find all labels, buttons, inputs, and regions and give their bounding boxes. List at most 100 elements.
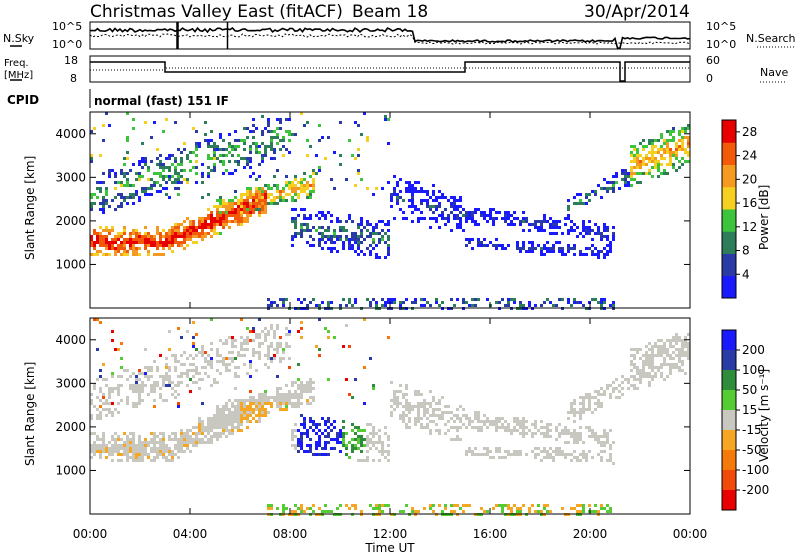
heatmap-cell	[123, 172, 126, 175]
heatmap-cell	[549, 232, 552, 235]
heatmap-cell	[147, 366, 150, 369]
heatmap-cell	[144, 366, 147, 369]
heatmap-cell	[342, 441, 345, 444]
heatmap-cell	[117, 250, 120, 253]
heatmap-cell	[453, 217, 456, 220]
heatmap-cell	[468, 217, 471, 220]
heatmap-cell	[231, 411, 234, 414]
heatmap-cell	[576, 438, 579, 441]
heatmap-cell	[243, 166, 246, 169]
heatmap-cell	[108, 387, 111, 390]
heatmap-cell	[675, 339, 678, 342]
heatmap-cell	[162, 235, 165, 238]
heatmap-cell	[354, 432, 357, 435]
heatmap-cell	[162, 453, 165, 456]
heatmap-cell	[288, 366, 291, 369]
heatmap-cell	[213, 205, 216, 208]
heatmap-cell	[102, 205, 105, 208]
heatmap-cell	[228, 142, 231, 145]
heatmap-cell	[291, 432, 294, 435]
heatmap-cell	[279, 298, 282, 301]
heatmap-cell	[636, 157, 639, 160]
heatmap-cell	[297, 384, 300, 387]
heatmap-cell	[366, 459, 369, 462]
heatmap-cell	[243, 348, 246, 351]
heatmap-cell	[297, 363, 300, 366]
heatmap-cell	[261, 115, 264, 118]
heatmap-cell	[303, 178, 306, 181]
heatmap-cell	[324, 429, 327, 432]
heatmap-cell	[147, 238, 150, 241]
heatmap-cell	[165, 378, 168, 381]
heatmap-cell	[318, 441, 321, 444]
heatmap-cell	[432, 190, 435, 193]
heatmap-cell	[237, 399, 240, 402]
heatmap-cell	[486, 453, 489, 456]
heatmap-cell	[123, 157, 126, 160]
heatmap-cell	[282, 510, 285, 513]
colorbar-swatch	[722, 490, 736, 511]
heatmap-cell	[114, 253, 117, 256]
heatmap-cell	[528, 250, 531, 253]
heatmap-cell	[363, 366, 366, 369]
heatmap-cell	[105, 414, 108, 417]
heatmap-cell	[219, 199, 222, 202]
heatmap-cell	[651, 142, 654, 145]
heatmap-cell	[483, 447, 486, 450]
heatmap-cell	[378, 441, 381, 444]
heatmap-cell	[561, 507, 564, 510]
y-tick-label: 3000	[55, 170, 86, 184]
heatmap-cell	[177, 384, 180, 387]
heatmap-cell	[459, 226, 462, 229]
heatmap-cell	[453, 208, 456, 211]
heatmap-cell	[495, 247, 498, 250]
heatmap-cell	[669, 342, 672, 345]
heatmap-cell	[303, 223, 306, 226]
heatmap-cell	[597, 184, 600, 187]
heatmap-cell	[501, 504, 504, 507]
heatmap-cell	[99, 202, 102, 205]
heatmap-cell	[213, 145, 216, 148]
heatmap-cell	[462, 298, 465, 301]
heatmap-cell	[210, 384, 213, 387]
heatmap-cell	[117, 193, 120, 196]
heatmap-cell	[306, 139, 309, 142]
heatmap-cell	[138, 196, 141, 199]
heatmap-cell	[213, 223, 216, 226]
heatmap-cell	[138, 435, 141, 438]
heatmap-cell	[435, 199, 438, 202]
heatmap-cell	[675, 363, 678, 366]
heatmap-cell	[189, 169, 192, 172]
heatmap-cell	[261, 142, 264, 145]
heatmap-cell	[108, 241, 111, 244]
x-tick-label: 12:00	[373, 527, 408, 541]
heatmap-cell	[219, 205, 222, 208]
heatmap-cell	[204, 366, 207, 369]
heatmap-cell	[204, 121, 207, 124]
heatmap-cell	[324, 217, 327, 220]
heatmap-cell	[546, 298, 549, 301]
heatmap-cell	[585, 408, 588, 411]
heatmap-cell	[237, 408, 240, 411]
heatmap-cell	[672, 136, 675, 139]
heatmap-cell	[624, 169, 627, 172]
heatmap-cell	[390, 193, 393, 196]
heatmap-cell	[636, 351, 639, 354]
heatmap-cell	[261, 402, 264, 405]
heatmap-cell	[285, 327, 288, 330]
heatmap-cell	[369, 447, 372, 450]
heatmap-cell	[684, 336, 687, 339]
heatmap-cell	[513, 417, 516, 420]
heatmap-cell	[324, 229, 327, 232]
heatmap-cell	[519, 423, 522, 426]
heatmap-cell	[663, 357, 666, 360]
heatmap-cell	[507, 244, 510, 247]
heatmap-cell	[321, 136, 324, 139]
heatmap-cell	[249, 414, 252, 417]
heatmap-cell	[339, 435, 342, 438]
heatmap-cell	[603, 429, 606, 432]
heatmap-cell	[186, 357, 189, 360]
heatmap-cell	[408, 205, 411, 208]
heatmap-cell	[519, 507, 522, 510]
heatmap-cell	[231, 208, 234, 211]
